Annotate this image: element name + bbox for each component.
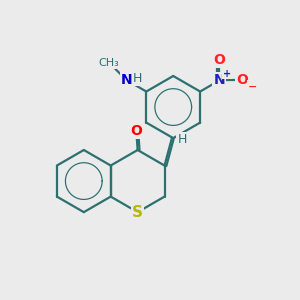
Text: O: O — [213, 53, 225, 67]
Text: +: + — [223, 69, 231, 79]
Text: O: O — [236, 74, 248, 87]
Text: S: S — [132, 205, 143, 220]
Text: −: − — [248, 81, 257, 92]
Text: H: H — [178, 133, 187, 146]
Text: CH₃: CH₃ — [99, 58, 120, 68]
Text: N: N — [214, 74, 225, 87]
Text: N: N — [121, 73, 132, 87]
Text: H: H — [133, 72, 142, 85]
Text: O: O — [130, 124, 142, 137]
